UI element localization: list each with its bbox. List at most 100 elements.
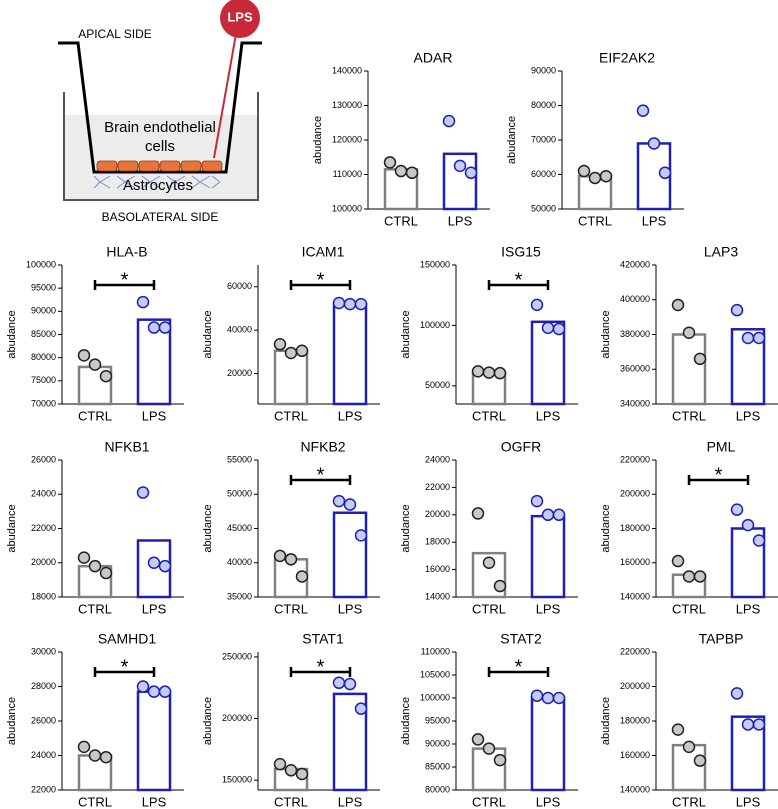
data-point <box>343 498 357 511</box>
data-point <box>730 687 744 700</box>
lps-label: LPS <box>227 9 253 24</box>
y-tick-label: 220000 <box>620 454 650 464</box>
data-point <box>284 553 298 566</box>
x-tick-label: LPS <box>142 794 167 809</box>
y-tick-label: 24000 <box>31 489 56 499</box>
panel: NFKB2 abudance 35000 40000 45000 50000 55000 CT… <box>202 439 380 616</box>
panel: NFKB1 abudance 18000 20000 22000 24000 26000 CT… <box>6 439 184 616</box>
data-point <box>671 298 685 312</box>
significance-label: * <box>317 269 325 291</box>
significance-bracket <box>289 475 352 485</box>
y-tick-label: 140000 <box>332 65 362 75</box>
y-tick-label: 20000 <box>425 509 450 519</box>
data-point <box>693 754 707 767</box>
data-point <box>741 518 755 532</box>
data-point <box>147 321 161 334</box>
data-point <box>273 338 287 351</box>
y-tick-label: 22000 <box>425 482 450 492</box>
data-point <box>588 171 602 185</box>
data-point <box>332 296 346 310</box>
data-point <box>343 677 357 691</box>
data-point <box>295 767 309 781</box>
panel-title: HLA-B <box>106 244 147 260</box>
x-tick-label: LPS <box>536 794 561 809</box>
panel-title: ISG15 <box>501 244 541 260</box>
data-point <box>682 326 696 340</box>
panel-title: OGFR <box>501 439 541 455</box>
significance-bracket <box>289 667 352 677</box>
panel: ICAM1 abudance 20000 40000 60000 CTRL LPS * <box>202 244 380 423</box>
endothelial-cells <box>96 160 223 172</box>
y-tick-label: 220000 <box>620 646 650 656</box>
y-tick-label: 120000 <box>332 134 362 144</box>
y-tick-label: 250000 <box>222 651 252 661</box>
data-point <box>552 322 566 336</box>
bar <box>332 302 368 406</box>
y-tick-label: 95000 <box>31 283 56 293</box>
data-point <box>354 702 368 715</box>
significance-label: * <box>317 464 325 486</box>
data-point <box>752 534 766 547</box>
data-point <box>599 169 613 183</box>
y-tick-label: 360000 <box>620 364 650 374</box>
y-tick-label: 20000 <box>31 557 56 567</box>
data-point <box>682 740 696 754</box>
y-axis-label: abudance <box>506 116 518 164</box>
panel-title: ICAM1 <box>302 244 345 260</box>
data-point <box>273 757 287 771</box>
data-point <box>343 297 357 311</box>
y-tick-label: 55000 <box>227 454 252 464</box>
x-tick-label: LPS <box>736 408 761 423</box>
x-tick-label: CTRL <box>472 794 506 809</box>
data-point <box>682 570 696 583</box>
data-point <box>541 508 555 522</box>
data-point <box>693 352 707 366</box>
y-tick-label: 100000 <box>26 259 56 269</box>
y-tick-label: 85000 <box>425 761 450 771</box>
data-point <box>636 104 650 117</box>
x-tick-label: CTRL <box>384 213 418 228</box>
data-point <box>136 486 150 499</box>
significance-label: * <box>515 656 523 678</box>
data-point <box>530 298 544 312</box>
y-tick-label: 18000 <box>31 591 56 601</box>
data-point <box>77 551 91 564</box>
y-tick-label: 105000 <box>420 669 450 679</box>
data-point <box>693 570 707 583</box>
data-point <box>464 166 478 180</box>
y-axis-label: abudance <box>600 697 612 745</box>
x-tick-label: CTRL <box>672 408 706 423</box>
y-tick-label: 80000 <box>425 784 450 794</box>
panel: HLA-B abudance 70000 75000 80000 85000 90000 95… <box>6 244 184 423</box>
well <box>63 92 259 201</box>
x-tick-label: LPS <box>142 601 167 616</box>
y-tick-label: 35000 <box>227 591 252 601</box>
data-point <box>136 680 150 693</box>
data-point <box>295 570 309 583</box>
data-point <box>99 566 113 580</box>
y-axis-label: abudance <box>6 310 18 358</box>
bar <box>273 349 309 406</box>
x-tick-label: CTRL <box>274 601 308 616</box>
x-tick-label: LPS <box>736 794 761 809</box>
panel-title: TAPBP <box>699 631 744 647</box>
y-tick-label: 180000 <box>620 523 650 533</box>
endothelial-label: cells <box>145 138 175 155</box>
x-tick-label: CTRL <box>274 794 308 809</box>
data-point <box>158 321 172 334</box>
significance-bracket <box>487 280 550 290</box>
y-axis-label: abudance <box>6 504 18 552</box>
data-point <box>671 723 685 736</box>
data-point <box>577 164 591 178</box>
x-tick-label: CTRL <box>472 408 506 423</box>
y-tick-label: 100000 <box>420 692 450 702</box>
data-point <box>730 303 744 317</box>
y-tick-label: 50000 <box>531 203 556 213</box>
lps-badge <box>220 0 260 38</box>
significance-bracket <box>93 280 156 290</box>
data-point <box>332 676 346 690</box>
y-axis-label: abudance <box>202 697 214 745</box>
y-axis-label: abudance <box>312 116 324 164</box>
data-point <box>273 549 287 563</box>
y-tick-label: 140000 <box>620 591 650 601</box>
